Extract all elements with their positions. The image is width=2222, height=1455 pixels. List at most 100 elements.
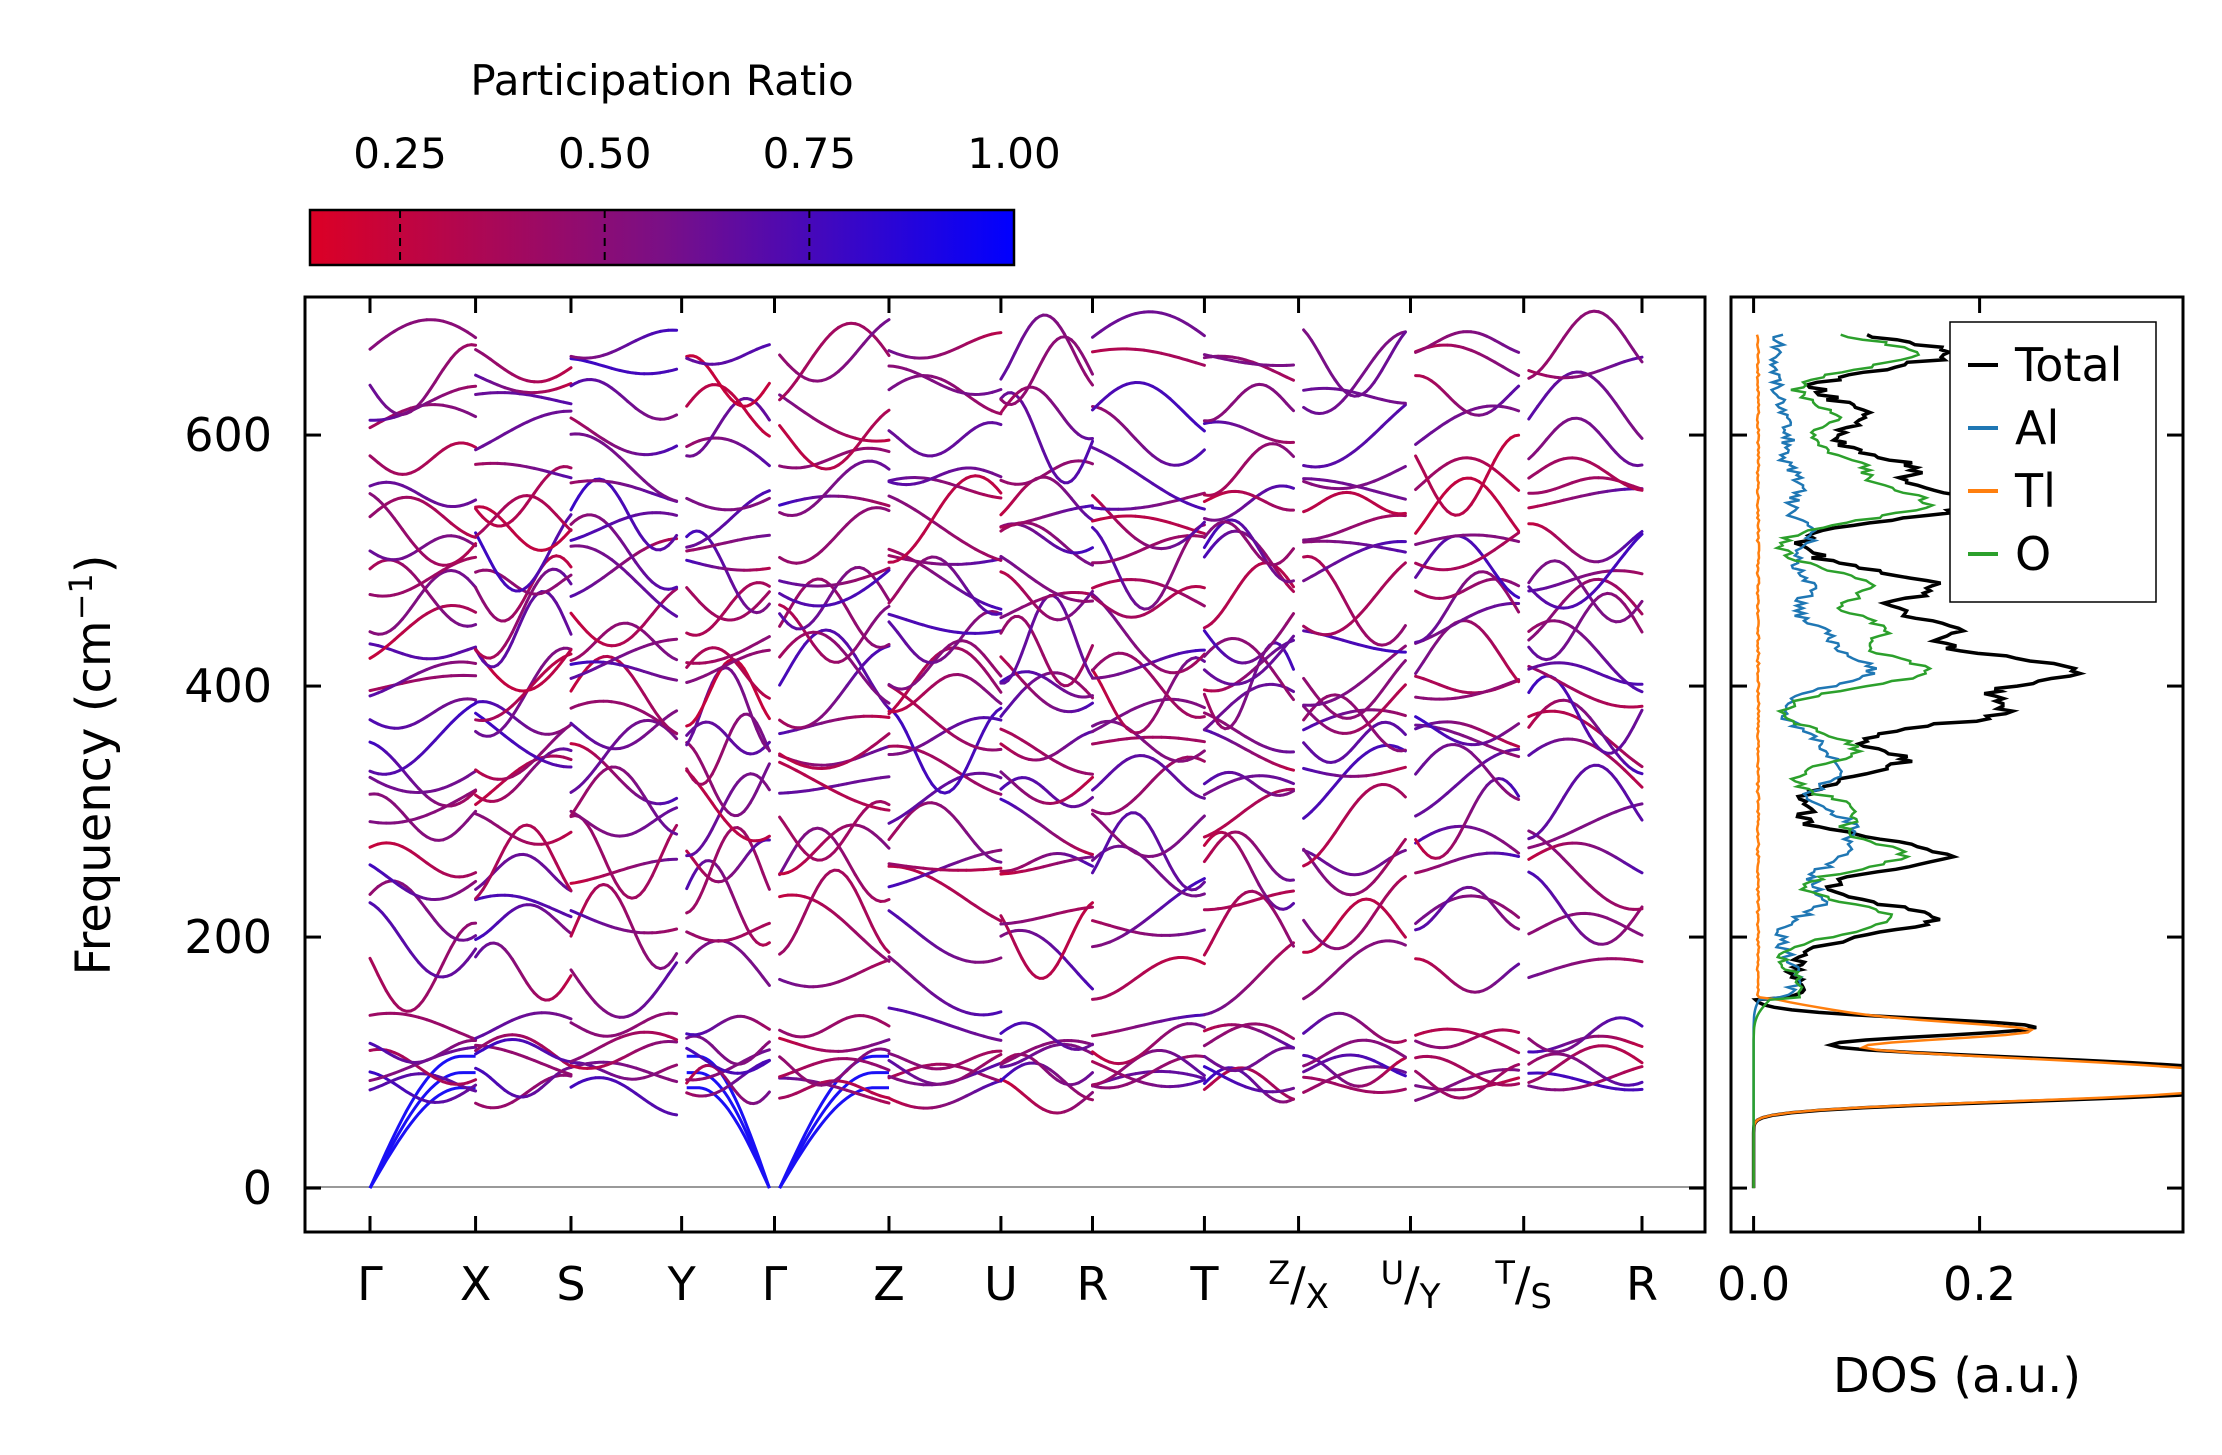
- optical-branch: [1364, 1025, 1376, 1035]
- optical-branch: [723, 390, 733, 401]
- optical-branch: [1285, 375, 1295, 382]
- optical-branch: [666, 1063, 679, 1070]
- optical-branch: [1108, 386, 1120, 396]
- optical-branch: [845, 607, 857, 625]
- optical-branch: [1579, 1046, 1592, 1053]
- optical-branch: [904, 1066, 917, 1073]
- optical-branch: [755, 775, 765, 793]
- optical-branch: [642, 587, 654, 599]
- optical-branch: [956, 820, 968, 834]
- optical-branch: [778, 555, 790, 564]
- optical-branch: [1310, 338, 1321, 355]
- optical-branch: [1333, 1072, 1345, 1082]
- optical-branch: [577, 586, 589, 595]
- optical-branch: [368, 901, 380, 911]
- optical-branch: [704, 684, 714, 702]
- optical-branch: [1151, 757, 1163, 767]
- optical-branch: [441, 514, 453, 525]
- optical-branch: [650, 720, 662, 731]
- optical-branch: [425, 454, 437, 465]
- optical-branch: [577, 788, 589, 805]
- optical-branch: [666, 587, 679, 598]
- optical-branch: [1084, 644, 1094, 663]
- optical-branch: [965, 1068, 977, 1078]
- optical-branch: [1310, 985, 1321, 995]
- optical-branch: [540, 473, 551, 485]
- optical-branch: [990, 716, 1003, 722]
- optical-branch: [658, 963, 670, 971]
- optical-branch: [1325, 706, 1337, 716]
- optical-branch: [466, 343, 478, 347]
- optical-branch: [577, 1052, 589, 1060]
- optical-branch: [425, 573, 437, 582]
- optical-branch: [820, 333, 832, 346]
- optical-branch: [1159, 595, 1172, 606]
- optical-branch: [1177, 586, 1189, 594]
- optical-branch: [1501, 657, 1513, 673]
- optical-branch: [1244, 527, 1254, 540]
- optical-branch: [1084, 905, 1094, 910]
- optical-branch: [1091, 725, 1103, 733]
- optical-branch: [896, 1055, 908, 1062]
- optical-branch: [1544, 967, 1557, 974]
- optical-branch: [1341, 808, 1353, 823]
- optical-branch: [1278, 394, 1289, 405]
- optical-branch: [691, 747, 701, 761]
- optical-branch: [510, 615, 522, 634]
- optical-branch: [1493, 835, 1505, 844]
- optical-branch: [441, 928, 453, 938]
- optical-branch: [973, 597, 986, 605]
- optical-branch: [761, 941, 771, 947]
- optical-branch: [794, 1070, 807, 1081]
- optical-branch: [1116, 813, 1129, 826]
- optical-branch: [1579, 821, 1592, 829]
- optical-branch: [879, 447, 891, 454]
- optical-branch: [1237, 697, 1247, 717]
- optical-branch: [634, 1092, 646, 1101]
- optical-branch: [742, 693, 752, 714]
- optical-branch: [1579, 842, 1592, 847]
- optical-branch: [1041, 345, 1052, 361]
- optical-branch: [1151, 830, 1163, 850]
- optical-branch: [761, 706, 771, 721]
- optical-branch: [1509, 783, 1521, 798]
- optical-branch: [457, 885, 469, 894]
- optical-branch: [1380, 859, 1392, 874]
- optical-branch: [947, 1023, 960, 1030]
- optical-branch: [425, 969, 437, 978]
- optical-branch: [1048, 315, 1059, 325]
- optical-branch: [496, 860, 507, 871]
- optical-branch: [1509, 1076, 1521, 1082]
- optical-branch: [1509, 722, 1521, 731]
- optical-branch: [879, 953, 891, 963]
- optical-branch: [417, 715, 429, 723]
- optical-branch: [1185, 322, 1198, 331]
- optical-branch: [803, 455, 815, 466]
- optical-branch: [585, 777, 597, 792]
- optical-branch: [1341, 941, 1353, 950]
- optical-branch: [1349, 899, 1360, 909]
- optical-branch: [1388, 848, 1400, 863]
- optical-branch: [921, 984, 934, 995]
- optical-branch: [786, 379, 798, 393]
- optical-branch: [1422, 648, 1433, 664]
- optical-branch: [1349, 740, 1360, 752]
- optical-branch: [982, 476, 994, 486]
- optical-branch: [1194, 928, 1206, 934]
- optical-branch: [610, 485, 622, 501]
- optical-branch: [1437, 537, 1449, 547]
- optical-branch: [585, 767, 597, 780]
- optical-branch: [1062, 956, 1073, 968]
- optical-branch: [853, 654, 866, 672]
- optical-branch: [1125, 589, 1137, 606]
- optical-branch: [496, 505, 507, 517]
- optical-branch: [1091, 1050, 1103, 1060]
- optical-branch: [1570, 771, 1583, 786]
- optical-branch: [913, 668, 925, 683]
- optical-branch: [853, 635, 866, 651]
- optical-branch: [930, 452, 943, 458]
- optical-branch: [1631, 1080, 1644, 1087]
- optical-branch: [803, 411, 815, 420]
- optical-branch: [973, 904, 986, 913]
- optical-branch: [853, 621, 866, 638]
